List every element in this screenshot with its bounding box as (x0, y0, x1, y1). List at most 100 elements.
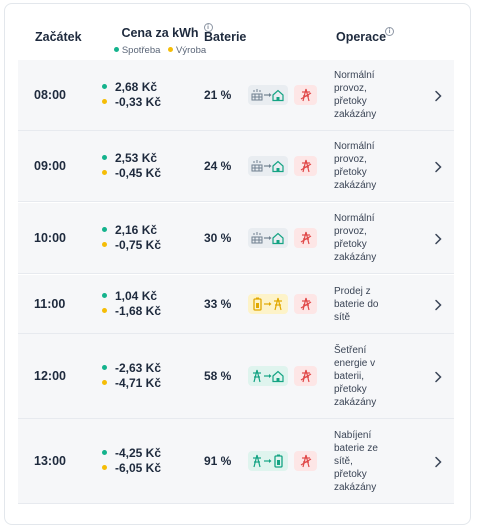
operation-line: provoz, (334, 83, 367, 94)
battery-to-grid-icon (248, 294, 288, 314)
grid-export-blocked-icon (294, 451, 317, 471)
operation-line: přetoky (334, 468, 367, 480)
operation-description: Normální provoz, přetoky zakázány (334, 212, 406, 264)
table-header: Začátek Cena za kWh i Spotřeba Výroba Bat… (5, 4, 470, 60)
operation-line: přetoky (334, 383, 367, 395)
grid-export-blocked-icon (294, 228, 317, 248)
operation-line: zakázány (334, 252, 377, 263)
consumption-dot-icon (102, 365, 107, 371)
chevron-right-icon[interactable] (434, 160, 442, 178)
operation-line: zakázány (334, 109, 377, 120)
consumption-price: -2,63 Kč (115, 361, 162, 375)
operation-line: Normální (334, 213, 375, 224)
operation-line: energie v (334, 357, 376, 369)
consumption-dot-icon (102, 227, 107, 233)
consumption-price: 2,16 Kč (115, 223, 158, 237)
solar-to-home-icon (248, 156, 288, 176)
production-price: -0,45 Kč (115, 166, 162, 180)
column-header-start: Začátek (35, 30, 82, 44)
operation-description: Šetření energie v baterii, přetoky zakázány (334, 344, 406, 409)
row-start-time: 08:00 (34, 88, 66, 102)
price-info-icon[interactable]: i (203, 23, 213, 32)
operation-line: zakázány (334, 481, 377, 493)
production-dot-icon (102, 308, 107, 314)
chevron-right-icon[interactable] (434, 298, 442, 316)
consumption-dot-icon (102, 155, 107, 161)
battery-level: 91 % (204, 454, 232, 468)
operation-line: zakázány (334, 396, 377, 408)
production-price: -6,05 Kč (115, 461, 162, 475)
consumption-dot-icon (102, 450, 107, 456)
production-dot-icon (102, 380, 107, 386)
grid-export-blocked-icon (294, 366, 317, 386)
table-row[interactable]: 09:00 2,53 Kč -0,45 Kč 24 % Normální provoz, p… (18, 131, 454, 202)
operation-line: Prodej z (334, 285, 371, 297)
operation-line: provoz, (334, 226, 367, 237)
operation-description: Normální provoz, přetoky zakázány (334, 140, 406, 192)
operation-description: Normální provoz, přetoky zakázány (334, 69, 406, 121)
operation-header-label: Operace (336, 30, 387, 44)
production-dot-icon (102, 242, 107, 248)
row-start-time: 11:00 (34, 297, 66, 311)
battery-level: 30 % (204, 231, 232, 245)
chevron-right-icon[interactable] (434, 370, 442, 388)
column-header-battery: Baterie (204, 30, 247, 44)
battery-level: 58 % (204, 369, 232, 383)
operation-line: provoz, (334, 154, 367, 165)
consumption-dot-icon (113, 46, 119, 52)
solar-to-home-icon (248, 85, 288, 105)
price-header-label: Cena za kWh (121, 26, 199, 40)
battery-level: 33 % (204, 297, 232, 311)
operation-description: Nabíjení baterie ze sítě, přetoky zakázány (334, 429, 406, 494)
row-prices: 1,04 Kč -1,68 Kč (102, 289, 161, 319)
production-price: -4,71 Kč (115, 376, 162, 390)
battery-level: 21 % (204, 88, 232, 102)
solar-to-home-icon (248, 228, 288, 248)
grid-to-home-icon (248, 366, 288, 386)
row-prices: -4,25 Kč -6,05 Kč (102, 446, 161, 476)
battery-level: 24 % (204, 159, 232, 173)
production-dot-icon (102, 170, 107, 176)
operation-line: Nabíjení (334, 429, 372, 441)
grid-export-blocked-icon (294, 156, 317, 176)
price-legend: Spotřeba Výroba (105, 45, 215, 56)
chevron-right-icon[interactable] (434, 455, 442, 473)
consumption-price: 2,68 Kč (115, 80, 158, 94)
row-start-time: 09:00 (34, 159, 66, 173)
consumption-price: -4,25 Kč (115, 446, 162, 460)
production-dot-icon (102, 465, 107, 471)
chevron-right-icon[interactable] (434, 232, 442, 250)
operation-line: sítě, (334, 455, 353, 467)
consumption-dot-icon (102, 293, 107, 299)
production-price: -0,75 Kč (115, 238, 162, 252)
operation-line: sítě (334, 311, 351, 323)
chevron-right-icon[interactable] (434, 89, 442, 107)
operation-line: přetoky (334, 239, 367, 250)
production-dot-icon (102, 99, 107, 105)
row-prices: -2,63 Kč -4,71 Kč (102, 361, 161, 391)
row-start-time: 10:00 (34, 231, 66, 245)
operation-line: baterie do (334, 298, 379, 310)
legend-consumption: Spotřeba (121, 45, 161, 56)
table-row[interactable]: 08:00 2,68 Kč -0,33 Kč 21 % Normální provoz, p… (18, 60, 454, 131)
operation-description: Prodej z baterie do sítě (334, 285, 406, 324)
operation-line: Normální (334, 70, 375, 81)
table-row[interactable]: 10:00 2,16 Kč -0,75 Kč 30 % Normální provoz, p… (18, 203, 454, 274)
operation-line: baterii, (334, 370, 365, 382)
production-price: -0,33 Kč (115, 95, 162, 109)
table-row[interactable]: 11:00 1,04 Kč -1,68 Kč 33 % Prodej z baterie … (18, 275, 454, 334)
operation-line: přetoky (334, 167, 367, 178)
table-row[interactable]: 13:00 -4,25 Kč -6,05 Kč 91 % Nabíjení baterie… (18, 419, 454, 504)
operation-line: baterie ze (334, 442, 378, 454)
legend-production: Výroba (176, 45, 207, 56)
row-prices: 2,53 Kč -0,45 Kč (102, 151, 161, 181)
consumption-dot-icon (102, 84, 107, 90)
operation-info-icon[interactable]: i (385, 27, 394, 36)
table-row[interactable]: 12:00 -2,63 Kč -4,71 Kč 58 % Šetření energie … (18, 334, 454, 419)
production-price: -1,68 Kč (115, 304, 162, 318)
row-start-time: 12:00 (34, 369, 66, 383)
consumption-price: 2,53 Kč (115, 151, 158, 165)
operation-line: přetoky (334, 96, 367, 107)
column-header-price: Cena za kWh i Spotřeba Výroba (105, 23, 215, 56)
row-start-time: 13:00 (34, 454, 66, 468)
